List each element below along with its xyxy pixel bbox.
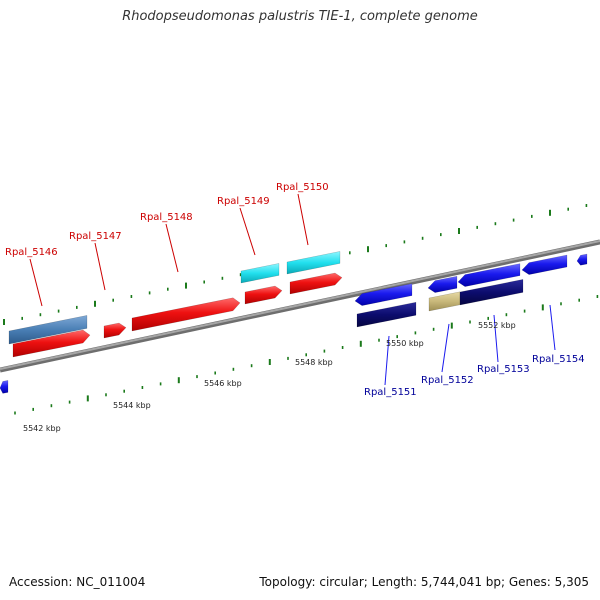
gene-label-rpal-5146[interactable]: Rpal_5146 bbox=[5, 247, 58, 258]
gene-rpal-5146 bbox=[12, 329, 91, 358]
feature-cyan-2 bbox=[286, 251, 341, 275]
gene-label-rpal-5153[interactable]: Rpal_5153 bbox=[477, 364, 530, 375]
gene-label-rpal-5147[interactable]: Rpal_5147 bbox=[69, 231, 122, 242]
gene-blue-2 bbox=[427, 275, 458, 293]
gene-blue-5 bbox=[576, 253, 588, 266]
gene-blue-1 bbox=[354, 283, 413, 306]
gene-rpal-5148 bbox=[131, 297, 241, 332]
scale-label-5548: 5548 kbp bbox=[295, 358, 333, 367]
leader-forward-4 bbox=[239, 207, 256, 256]
leader-forward-5 bbox=[297, 193, 309, 246]
scale-label-5542: 5542 kbp bbox=[23, 424, 61, 433]
gene-rpal-5149 bbox=[244, 285, 283, 305]
gene-label-rpal-5151[interactable]: Rpal_5151 bbox=[364, 387, 417, 398]
leader-reverse-1 bbox=[384, 335, 390, 386]
leader-forward-1 bbox=[29, 258, 43, 307]
gene-label-rpal-5148[interactable]: Rpal_5148 bbox=[140, 212, 193, 223]
gene-label-rpal-5154[interactable]: Rpal_5154 bbox=[532, 354, 585, 365]
gene-rpal-5150 bbox=[289, 272, 343, 295]
forward-gene-labels: Rpal_5146 Rpal_5147 Rpal_5148 Rpal_5149 … bbox=[5, 182, 329, 258]
label-leader-lines bbox=[29, 193, 556, 386]
gene-blue-4 bbox=[521, 254, 568, 275]
gene-label-rpal-5152[interactable]: Rpal_5152 bbox=[421, 375, 474, 386]
leader-forward-3 bbox=[165, 223, 179, 273]
feature-khaki bbox=[428, 291, 461, 312]
gene-left-edge bbox=[0, 380, 9, 394]
leader-reverse-4 bbox=[549, 304, 556, 351]
gene-rpal-5147 bbox=[103, 322, 127, 339]
map-title: Rhodopseudomonas palustris TIE-1, comple… bbox=[122, 9, 478, 24]
feature-steelblue bbox=[8, 315, 88, 345]
feature-navy-1 bbox=[356, 301, 417, 328]
scale-label-5550: 5550 kbp bbox=[386, 339, 424, 348]
accession-text: Accession: NC_011004 bbox=[9, 575, 146, 589]
feature-cyan-1 bbox=[240, 263, 280, 284]
scale-label-5546: 5546 kbp bbox=[204, 379, 242, 388]
leader-forward-2 bbox=[94, 242, 106, 291]
gene-features bbox=[0, 251, 588, 394]
feature-navy-2 bbox=[459, 279, 524, 306]
tick-marks bbox=[3, 204, 599, 415]
scale-label-5552: 5552 kbp bbox=[478, 321, 516, 330]
scale-label-5544: 5544 kbp bbox=[113, 401, 151, 410]
scale-labels: 5542 kbp 5544 kbp 5546 kbp 5548 kbp 5550… bbox=[23, 321, 516, 433]
leader-reverse-3 bbox=[493, 314, 499, 363]
reverse-gene-labels: Rpal_5151 Rpal_5152 Rpal_5153 Rpal_5154 bbox=[364, 354, 585, 398]
gene-label-rpal-5150[interactable]: Rpal_5150 bbox=[276, 182, 329, 193]
gene-label-rpal-5149[interactable]: Rpal_5149 bbox=[217, 196, 270, 207]
backbone-highlight bbox=[0, 240, 600, 370]
leader-reverse-2 bbox=[441, 323, 450, 373]
gene-blue-3 bbox=[457, 263, 521, 287]
genome-backbone bbox=[0, 239, 600, 373]
topology-text: Topology: circular; Length: 5,744,041 bp… bbox=[259, 575, 589, 589]
